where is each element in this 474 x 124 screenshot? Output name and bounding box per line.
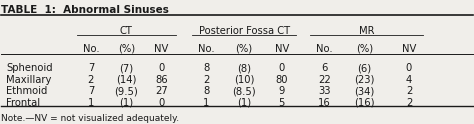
Text: (%): (%) — [118, 44, 135, 54]
Text: 27: 27 — [155, 86, 168, 96]
Text: 1: 1 — [203, 98, 210, 108]
Text: 2: 2 — [406, 86, 412, 96]
Text: NV: NV — [402, 44, 416, 54]
Text: (8): (8) — [237, 63, 251, 73]
Text: 9: 9 — [279, 86, 285, 96]
Text: 0: 0 — [158, 63, 165, 73]
Text: 7: 7 — [88, 86, 94, 96]
Text: Frontal: Frontal — [6, 98, 40, 108]
Text: No.: No. — [316, 44, 332, 54]
Text: 0: 0 — [279, 63, 285, 73]
Text: 0: 0 — [406, 63, 412, 73]
Text: 5: 5 — [279, 98, 285, 108]
Text: NV: NV — [155, 44, 169, 54]
Text: (1): (1) — [237, 98, 251, 108]
Text: (14): (14) — [116, 75, 137, 85]
Text: MR: MR — [359, 26, 374, 36]
Text: No.: No. — [82, 44, 99, 54]
Text: (16): (16) — [354, 98, 374, 108]
Text: (34): (34) — [354, 86, 374, 96]
Text: (%): (%) — [356, 44, 373, 54]
Text: Posterior Fossa CT: Posterior Fossa CT — [199, 26, 290, 36]
Text: 7: 7 — [88, 63, 94, 73]
Text: (1): (1) — [119, 98, 133, 108]
Text: CT: CT — [120, 26, 133, 36]
Text: 80: 80 — [275, 75, 288, 85]
Text: Note.—NV = not visualized adequately.: Note.—NV = not visualized adequately. — [1, 114, 180, 123]
Text: 86: 86 — [155, 75, 168, 85]
Text: No.: No. — [198, 44, 215, 54]
Text: 2: 2 — [88, 75, 94, 85]
Text: 22: 22 — [318, 75, 330, 85]
Text: 16: 16 — [318, 98, 330, 108]
Text: 33: 33 — [318, 86, 330, 96]
Text: (6): (6) — [357, 63, 371, 73]
Text: 8: 8 — [203, 86, 210, 96]
Text: 6: 6 — [321, 63, 328, 73]
Text: 1: 1 — [88, 98, 94, 108]
Text: 0: 0 — [158, 98, 165, 108]
Text: 2: 2 — [203, 75, 210, 85]
Text: (10): (10) — [234, 75, 254, 85]
Text: Sphenoid: Sphenoid — [6, 63, 53, 73]
Text: Maxillary: Maxillary — [6, 75, 52, 85]
Text: 4: 4 — [406, 75, 412, 85]
Text: (23): (23) — [354, 75, 374, 85]
Text: NV: NV — [274, 44, 289, 54]
Text: 8: 8 — [203, 63, 210, 73]
Text: Ethmoid: Ethmoid — [6, 86, 47, 96]
Text: (%): (%) — [236, 44, 253, 54]
Text: (8.5): (8.5) — [232, 86, 256, 96]
Text: (7): (7) — [119, 63, 133, 73]
Text: TABLE  1:  Abnormal Sinuses: TABLE 1: Abnormal Sinuses — [1, 5, 169, 15]
Text: (9.5): (9.5) — [114, 86, 138, 96]
Text: 2: 2 — [406, 98, 412, 108]
